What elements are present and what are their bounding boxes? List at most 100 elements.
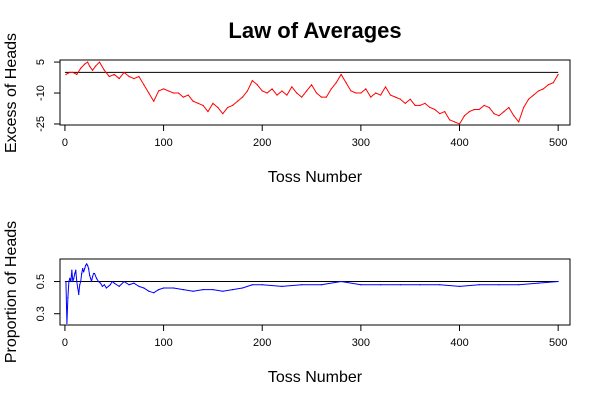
excess-of-heads-data-point (88, 65, 91, 67)
excess-of-heads-data-point (202, 104, 204, 106)
proportion-of-heads-data-point (261, 284, 263, 286)
excess-of-heads-data-point (537, 90, 540, 92)
proportion-of-heads-data-point (91, 276, 94, 278)
excess-of-heads-data-point (108, 75, 110, 78)
excess-of-heads-data-point (320, 96, 323, 98)
proportion-of-heads-data-point (232, 288, 234, 291)
proportion-of-heads-data-point (182, 288, 184, 291)
excess-of-heads-data-point (98, 61, 101, 63)
excess-of-heads-series-points (65, 61, 559, 125)
excess-of-heads-data-point (429, 106, 431, 109)
excess-of-heads-data-point (463, 115, 466, 117)
proportion-of-heads-data-point (360, 284, 362, 286)
excess-of-heads-data-point (123, 71, 125, 73)
excess-of-heads-data-point (468, 110, 470, 113)
proportion-of-heads-data-point (419, 284, 421, 286)
excess-of-heads-data-point (310, 84, 313, 86)
proportion-of-heads-data-point (72, 280, 74, 283)
proportion-of-heads-data-point (138, 285, 140, 287)
proportion-of-heads-data-point (380, 284, 382, 286)
excess-of-heads-data-point (444, 110, 446, 113)
proportion-of-heads-data-point (82, 268, 84, 270)
excess-of-heads-data-point (453, 121, 456, 123)
excess-of-heads-data-point (65, 73, 67, 76)
proportion-of-heads-data-point (518, 284, 520, 286)
excess-of-heads-data-point (251, 80, 253, 82)
excess-of-heads-data-point (172, 92, 175, 94)
excess-of-heads-data-point (384, 86, 387, 88)
excess-of-heads-x-tick-label: 500 (549, 137, 567, 149)
excess-of-heads-data-point (281, 90, 283, 92)
proportion-of-heads-data-point (71, 269, 73, 271)
proportion-of-heads-panel: 0 100 200 300 400 500 0.5 0.3 Toss Number Proport… (3, 221, 571, 386)
excess-of-heads-x-tick-label: 0 (62, 137, 68, 149)
excess-of-heads-data-point (187, 94, 189, 96)
proportion-of-heads-data-point (70, 280, 72, 283)
excess-of-heads-y-tick-label: -10 (35, 85, 47, 101)
excess-of-heads-data-point (69, 71, 71, 73)
excess-of-heads-data-point (375, 92, 377, 94)
proportion-of-heads-data-point (498, 284, 500, 286)
proportion-of-heads-data-point (153, 292, 155, 294)
excess-of-heads-data-point (483, 104, 485, 106)
proportion-of-heads-series-line (65, 263, 559, 324)
proportion-of-heads-data-point (340, 280, 342, 283)
excess-of-heads-data-point (192, 100, 194, 102)
excess-of-heads-data-point (365, 88, 367, 90)
excess-of-heads-data-point (439, 113, 441, 115)
excess-of-heads-data-point (473, 108, 475, 111)
excess-of-heads-data-point (325, 96, 327, 98)
excess-of-heads-data-point (414, 104, 416, 106)
excess-of-heads-data-point (503, 110, 505, 113)
proportion-of-heads-data-point (103, 284, 105, 286)
proportion-of-heads-y-tick-label: 0.5 (35, 274, 47, 289)
proportion-of-heads-data-point (113, 282, 115, 284)
excess-of-heads-x-tick-label: 400 (450, 137, 468, 149)
proportion-of-heads-data-point (92, 272, 95, 275)
excess-of-heads-data-point (340, 73, 342, 76)
proportion-of-heads-data-point (86, 263, 88, 265)
excess-of-heads-x-tick-label: 100 (154, 137, 172, 149)
excess-of-heads-data-point (532, 94, 535, 96)
proportion-of-heads-data-point (241, 287, 244, 289)
excess-of-heads-data-point (306, 90, 308, 92)
excess-of-heads-data-point (286, 94, 288, 96)
proportion-of-heads-data-point (77, 287, 79, 289)
proportion-of-heads-series-points (65, 263, 559, 324)
proportion-of-heads-y-axis-label: Proportion of Heads (3, 221, 20, 363)
excess-of-heads-data-point (232, 104, 234, 106)
proportion-of-heads-data-point (148, 290, 150, 292)
excess-of-heads-data-point (87, 61, 89, 63)
excess-of-heads-panel: 0 100 200 300 400 500 5 -10 -25 Toss Number Excess… (3, 33, 571, 186)
excess-of-heads-data-point (84, 63, 86, 65)
excess-of-heads-data-point (389, 94, 392, 96)
excess-of-heads-data-point (128, 75, 130, 78)
proportion-of-heads-data-point (88, 268, 90, 270)
proportion-of-heads-data-point (320, 284, 323, 286)
excess-of-heads-data-point (547, 84, 549, 86)
excess-of-heads-data-point (236, 100, 239, 102)
excess-of-heads-data-point (335, 82, 337, 84)
proportion-of-heads-x-axis-label: Toss Number (268, 369, 363, 386)
proportion-of-heads-data-point (212, 288, 214, 291)
excess-of-heads-data-point (424, 102, 426, 104)
excess-of-heads-data-point (182, 96, 184, 98)
excess-of-heads-data-point (557, 73, 559, 76)
excess-of-heads-data-point (256, 84, 258, 86)
excess-of-heads-data-point (542, 88, 544, 90)
excess-of-heads-data-point (133, 77, 135, 80)
proportion-of-heads-data-point (123, 280, 125, 283)
excess-of-heads-x-tick-label: 300 (352, 137, 370, 149)
proportion-of-heads-data-point (79, 284, 81, 286)
proportion-of-heads-data-point (97, 280, 100, 283)
excess-of-heads-data-point (523, 106, 525, 109)
excess-of-heads-data-point (291, 86, 293, 88)
proportion-of-heads-data-point (143, 287, 145, 289)
excess-of-heads-data-point (212, 102, 214, 104)
excess-of-heads-data-point (360, 92, 362, 94)
proportion-of-heads-data-point (76, 280, 78, 283)
excess-of-heads-x-tick-label: 200 (253, 137, 271, 149)
excess-of-heads-data-point (167, 90, 170, 92)
excess-of-heads-data-point (94, 65, 97, 67)
excess-of-heads-data-point (315, 92, 318, 94)
